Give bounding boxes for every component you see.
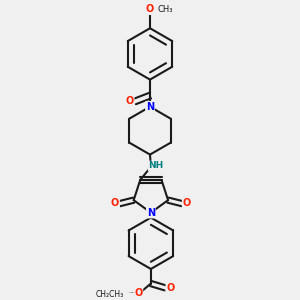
Text: O: O <box>125 96 134 106</box>
Text: O: O <box>111 198 119 208</box>
Text: NH: NH <box>148 161 164 170</box>
Text: N: N <box>146 102 154 112</box>
Text: O: O <box>146 4 154 14</box>
Text: CH₃: CH₃ <box>157 5 173 14</box>
Text: N: N <box>147 208 155 218</box>
Text: CH₂CH₃: CH₂CH₃ <box>95 290 123 299</box>
Text: O: O <box>166 283 175 293</box>
Text: O: O <box>134 288 142 298</box>
Text: O: O <box>183 198 191 208</box>
